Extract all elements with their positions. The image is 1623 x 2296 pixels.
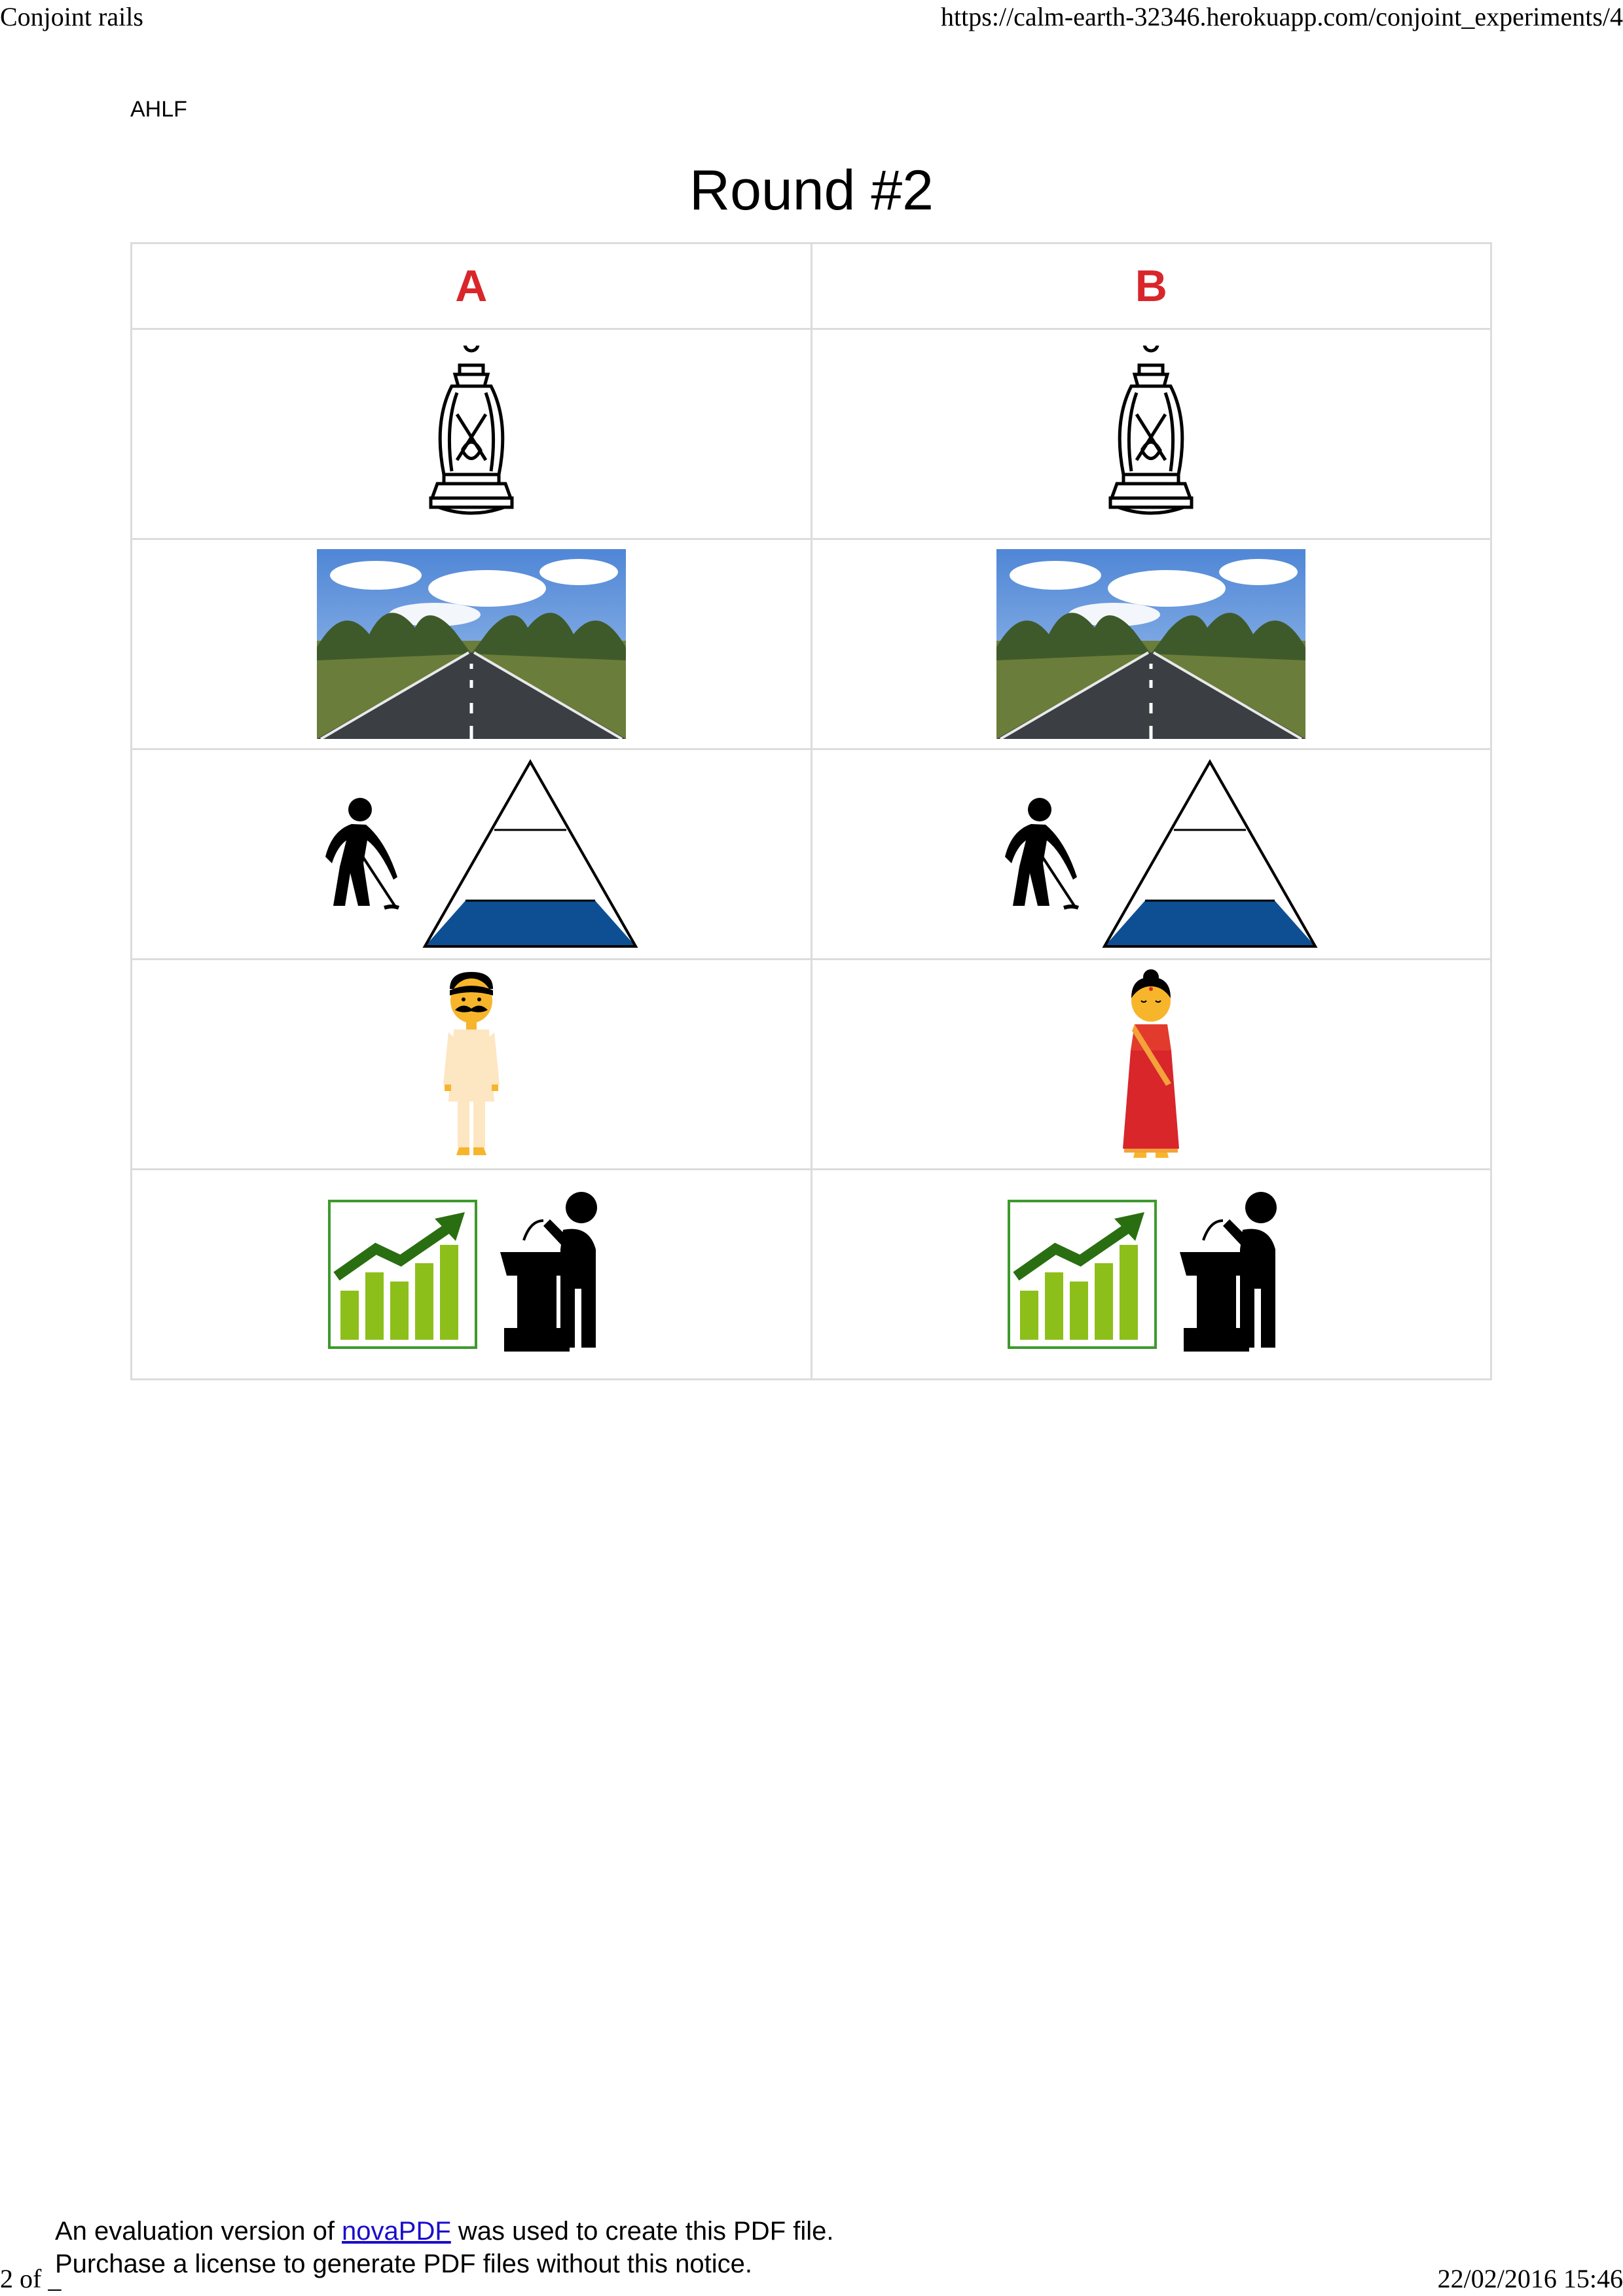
road-photo (996, 549, 1306, 739)
conjoint-table: A B (130, 242, 1492, 1380)
speaker-podium-icon (1180, 1192, 1277, 1352)
option-b-infrastructure[interactable] (810, 538, 1492, 750)
print-header-url: https://calm-earth-32346.herokuapp.com/c… (941, 2, 1623, 31)
evaluation-notice: An evaluation version of novaPDF was use… (55, 2215, 833, 2280)
option-b-experience[interactable] (810, 1168, 1492, 1380)
class-pyramid-icon (1102, 759, 1318, 948)
road-photo (316, 549, 626, 739)
laborer-icon (325, 798, 399, 910)
table-row (130, 1168, 1492, 1380)
column-b-header[interactable]: B (810, 242, 1492, 330)
print-header-title: Conjoint rails (0, 2, 143, 31)
option-b-gender[interactable] (810, 958, 1492, 1170)
notice-line-2: Purchase a license to generate PDF files… (55, 2250, 752, 2278)
notice-suffix: was used to create this PDF file. (450, 2217, 834, 2246)
woman-figure-icon (1123, 969, 1180, 1158)
table-row (130, 748, 1492, 960)
class-pyramid-icon (422, 759, 638, 948)
header-row: A B (130, 242, 1492, 330)
growth-chart-icon (1008, 1200, 1158, 1349)
column-a-header[interactable]: A (130, 242, 812, 330)
table-row (130, 538, 1492, 750)
table-row (130, 328, 1492, 540)
option-a-experience[interactable] (130, 1168, 812, 1380)
option-b-party-symbol[interactable] (810, 328, 1492, 540)
lantern-icon (429, 346, 514, 515)
lantern-icon (1108, 346, 1194, 515)
page-count: 2 of _ (0, 2264, 62, 2293)
print-timestamp: 22/02/2016 15:46 (1437, 2264, 1623, 2293)
option-a-party-symbol[interactable] (130, 328, 812, 540)
table-row (130, 958, 1492, 1170)
speaker-podium-icon (500, 1192, 597, 1352)
laborer-icon (1005, 798, 1080, 910)
option-a-gender[interactable] (130, 958, 812, 1170)
option-a-caste-class[interactable] (130, 748, 812, 960)
notice-prefix: An evaluation version of (55, 2217, 342, 2246)
user-label: AHLF (130, 97, 187, 122)
option-b-caste-class[interactable] (810, 748, 1492, 960)
page-title: Round #2 (689, 159, 934, 222)
growth-chart-icon (327, 1200, 477, 1349)
novapdf-link[interactable]: novaPDF (342, 2217, 451, 2246)
option-a-infrastructure[interactable] (130, 538, 812, 750)
man-figure-icon (443, 972, 500, 1155)
